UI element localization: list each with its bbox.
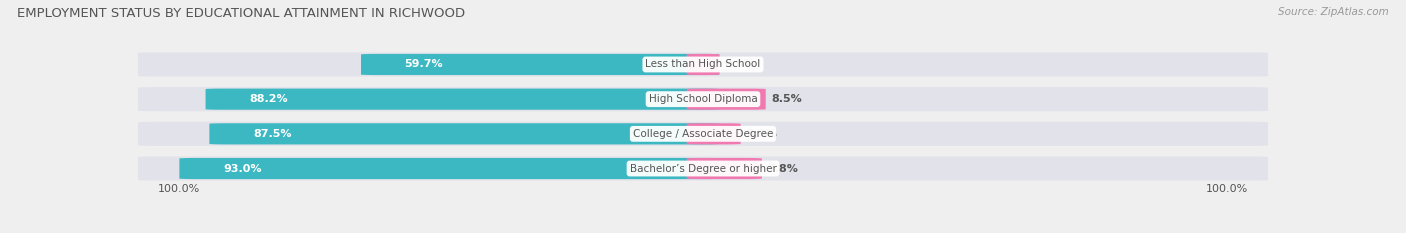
- FancyBboxPatch shape: [180, 158, 720, 179]
- FancyBboxPatch shape: [138, 156, 1268, 181]
- FancyBboxPatch shape: [209, 123, 720, 144]
- FancyBboxPatch shape: [361, 54, 720, 75]
- Text: 100.0%: 100.0%: [1206, 184, 1249, 194]
- Text: College / Associate Degree: College / Associate Degree: [633, 129, 773, 139]
- FancyBboxPatch shape: [138, 122, 1268, 146]
- Text: 7.8%: 7.8%: [768, 164, 799, 174]
- Text: EMPLOYMENT STATUS BY EDUCATIONAL ATTAINMENT IN RICHWOOD: EMPLOYMENT STATUS BY EDUCATIONAL ATTAINM…: [17, 7, 465, 20]
- Text: 0.0%: 0.0%: [725, 59, 755, 69]
- FancyBboxPatch shape: [138, 87, 1268, 111]
- Text: 88.2%: 88.2%: [249, 94, 288, 104]
- FancyBboxPatch shape: [138, 52, 1268, 77]
- FancyBboxPatch shape: [686, 123, 741, 144]
- FancyBboxPatch shape: [205, 89, 720, 110]
- Text: 59.7%: 59.7%: [405, 59, 443, 69]
- Text: High School Diploma: High School Diploma: [648, 94, 758, 104]
- Text: 93.0%: 93.0%: [224, 164, 262, 174]
- Text: Less than High School: Less than High School: [645, 59, 761, 69]
- FancyBboxPatch shape: [686, 54, 720, 75]
- FancyBboxPatch shape: [686, 158, 762, 179]
- Text: 100.0%: 100.0%: [157, 184, 200, 194]
- Text: Bachelor’s Degree or higher: Bachelor’s Degree or higher: [630, 164, 776, 174]
- FancyBboxPatch shape: [686, 89, 766, 110]
- Text: 3.9%: 3.9%: [747, 129, 778, 139]
- Text: 87.5%: 87.5%: [253, 129, 291, 139]
- Text: Source: ZipAtlas.com: Source: ZipAtlas.com: [1278, 7, 1389, 17]
- Text: 8.5%: 8.5%: [770, 94, 801, 104]
